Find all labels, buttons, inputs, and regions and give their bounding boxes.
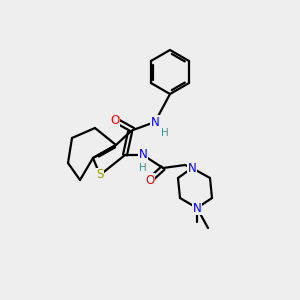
Text: N: N [139,148,147,161]
Text: S: S [96,169,104,182]
Text: O: O [110,113,120,127]
Text: H: H [161,128,169,138]
Text: H: H [139,163,147,173]
Text: N: N [193,202,201,214]
Text: N: N [188,161,196,175]
Text: O: O [146,173,154,187]
Text: N: N [151,116,159,128]
